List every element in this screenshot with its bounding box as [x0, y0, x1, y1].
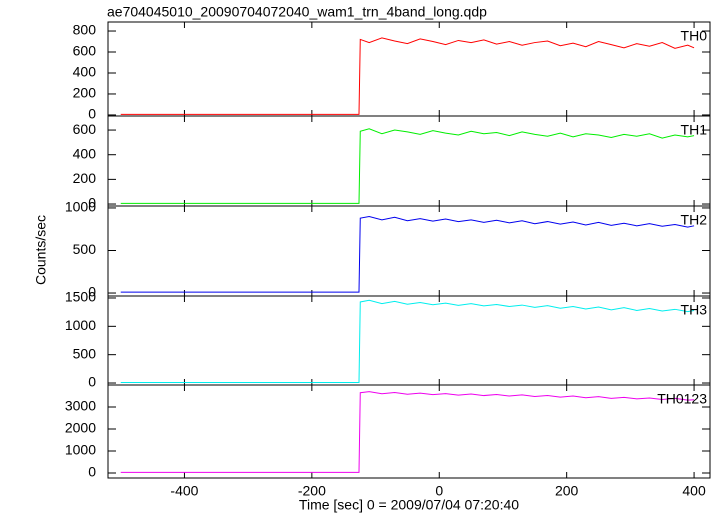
legend-label: TH0 [681, 28, 708, 44]
x-tick-label: 0 [435, 483, 443, 499]
y-tick-label: 200 [73, 85, 97, 101]
y-tick-label: 600 [73, 121, 97, 137]
y-tick-label: 0 [88, 464, 96, 480]
x-axis-label: Time [sec] 0 = 2009/07/04 07:20:40 [299, 497, 519, 513]
y-tick-label: 1500 [65, 289, 96, 305]
series-line [120, 128, 695, 204]
y-tick-label: 0 [88, 284, 96, 300]
y-tick-label: 0 [88, 106, 96, 122]
y-tick-label: 500 [73, 345, 97, 361]
legend-label: TH1 [681, 122, 708, 138]
x-tick-label: 400 [682, 483, 706, 499]
series-line [120, 37, 695, 115]
panel-frame [107, 21, 711, 117]
legend-label: TH2 [681, 212, 708, 228]
series-line [120, 299, 695, 383]
y-tick-label: 200 [73, 170, 97, 186]
legend-label: TH0123 [657, 391, 707, 407]
x-tick-label: 200 [555, 483, 579, 499]
series-line [120, 391, 695, 473]
legend-label: TH3 [681, 302, 708, 318]
y-tick-label: 2000 [65, 420, 96, 436]
panel-frame [107, 295, 711, 386]
panel-frame [107, 115, 711, 207]
y-tick-label: 500 [73, 241, 97, 257]
y-tick-label: 0 [88, 374, 96, 390]
chart-title: ae704045010_20090704072040_wam1_trn_4ban… [107, 4, 487, 20]
y-tick-label: 400 [73, 64, 97, 80]
series-line [120, 215, 695, 293]
panel-frame [107, 384, 711, 479]
y-tick-label: 1000 [65, 317, 96, 333]
y-tick-label: 0 [88, 195, 96, 211]
y-tick-label: 1000 [65, 442, 96, 458]
y-tick-label: 3000 [65, 398, 96, 414]
y-tick-label: 400 [73, 145, 97, 161]
x-tick-label: -200 [298, 483, 326, 499]
x-tick-label: -400 [170, 483, 198, 499]
y-tick-label: 600 [73, 43, 97, 59]
panel-frame [107, 205, 711, 297]
y-tick-label: 800 [73, 22, 97, 38]
y-tick-label: 1000 [65, 199, 96, 215]
y-axis-label: Counts/sec [33, 215, 49, 285]
